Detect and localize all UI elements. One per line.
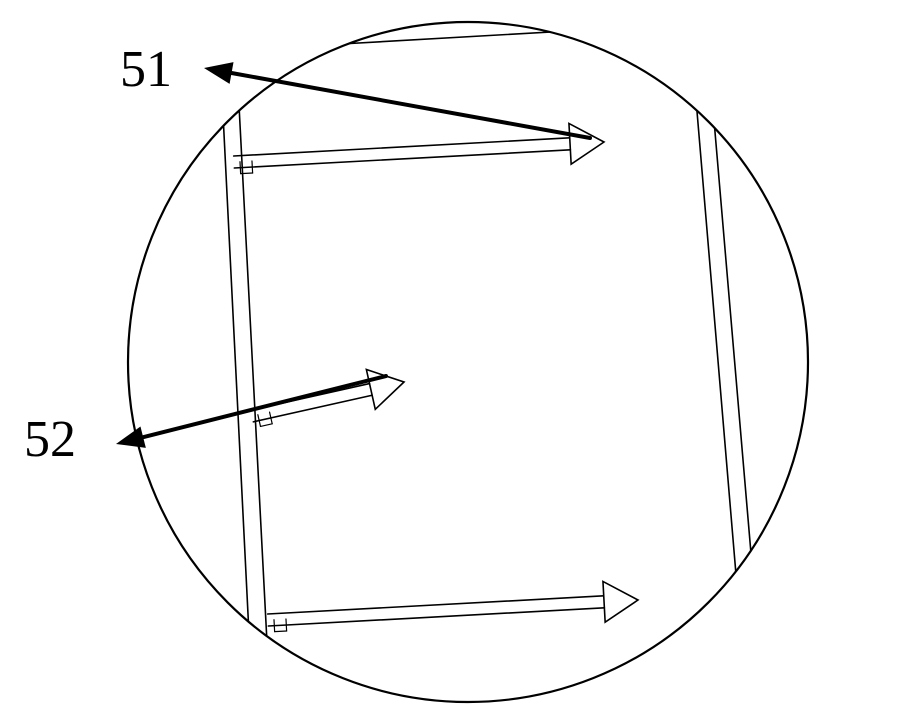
callout-head-52 [116, 426, 146, 447]
perp-a-upper [240, 162, 241, 174]
nozzle-head-lower [603, 581, 638, 622]
nozzle-head-upper [569, 123, 604, 164]
left_rail-outer [222, 94, 252, 694]
perp-c-lower [286, 619, 287, 631]
diagram-svg [0, 0, 898, 713]
perp-b-middle [260, 424, 272, 427]
perp-b-lower [275, 631, 287, 632]
left_rail-inner [238, 86, 270, 700]
top-chord [341, 27, 638, 44]
nozzle-lower [268, 581, 638, 631]
perp-a-lower [274, 620, 275, 632]
callout-arrow-52 [116, 376, 386, 448]
callout-shaft-52 [143, 376, 386, 437]
interior-group [222, 27, 756, 700]
detail-circle [128, 22, 808, 702]
perp-c-upper [252, 161, 253, 173]
callout-arrow-51 [204, 62, 590, 138]
callout-shaft-51 [232, 73, 590, 138]
diagram-stage: 51 52 [0, 0, 898, 713]
callout-label-51: 51 [120, 44, 172, 96]
callout-head-51 [204, 62, 234, 84]
callout-label-52: 52 [24, 414, 76, 466]
perp-b-upper [241, 173, 253, 174]
